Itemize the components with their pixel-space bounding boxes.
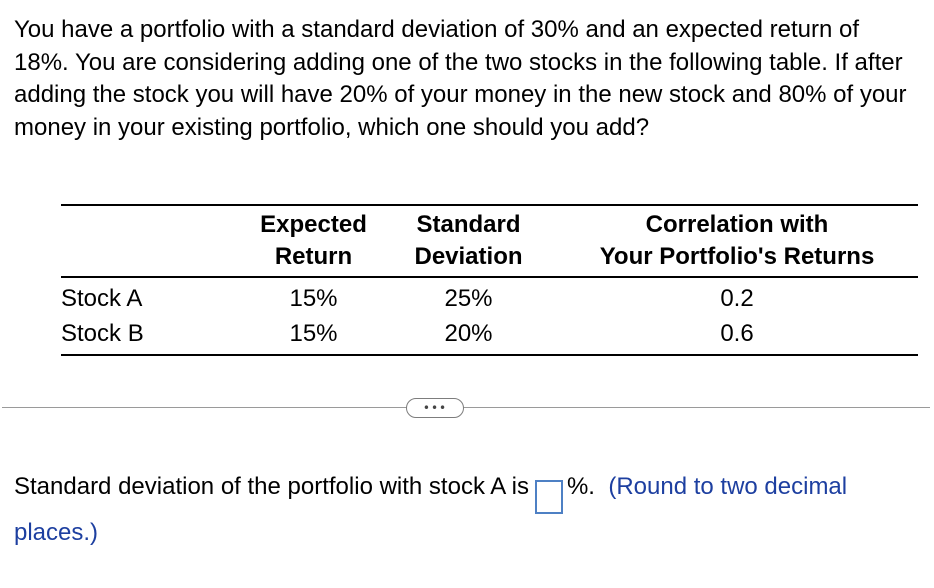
question-text: You have a portfolio with a standard dev…: [14, 16, 907, 141]
cell-std-dev: 25%: [444, 285, 493, 312]
cell-std-dev: 20%: [444, 320, 493, 347]
header-name: [61, 205, 246, 277]
header-correlation-line1: Correlation with: [645, 211, 829, 238]
cell-name: Stock A: [61, 285, 143, 312]
cell-name: Stock B: [61, 320, 144, 347]
cell-expected-return: 15%: [289, 320, 338, 347]
answer-prompt: Standard deviation of the portfolio with…: [14, 473, 529, 500]
answer-unit: %.: [566, 473, 595, 500]
header-expected-return: Expected Return: [246, 205, 381, 277]
stock-table: Expected Return Standard Deviation Corre…: [61, 204, 918, 356]
header-std-dev-line1: Standard: [416, 211, 521, 238]
table-header-row: Expected Return Standard Deviation Corre…: [61, 205, 918, 277]
header-expected-return-line1: Expected: [260, 211, 367, 238]
answer-section: Standard deviation of the portfolio with…: [14, 468, 914, 552]
rounding-hint: (Round to two decimal places.): [14, 473, 848, 546]
answer-input[interactable]: [534, 479, 563, 514]
cell-correlation: 0.6: [720, 320, 754, 347]
header-correlation: Correlation with Your Portfolio's Return…: [556, 205, 918, 277]
section-divider: [2, 407, 930, 408]
show-more-button[interactable]: •••: [406, 398, 464, 418]
table-row-stock-a: Stock A 15% 25% 0.2: [61, 277, 918, 316]
header-std-dev-line2: Deviation: [414, 243, 523, 270]
cell-correlation: 0.2: [720, 285, 754, 312]
table-row-stock-b: Stock B 15% 20% 0.6: [61, 316, 918, 355]
header-correlation-line2: Your Portfolio's Returns: [599, 243, 875, 270]
cell-expected-return: 15%: [289, 285, 338, 312]
header-expected-return-line2: Return: [274, 243, 353, 270]
header-std-dev: Standard Deviation: [381, 205, 556, 277]
